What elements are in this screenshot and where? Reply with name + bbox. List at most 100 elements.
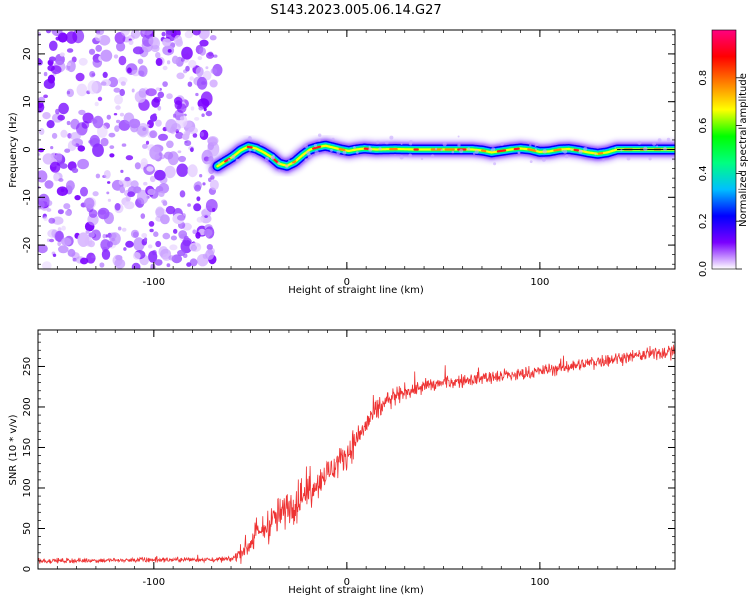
noise-blob [38,148,44,152]
noise-blob [188,60,196,68]
noise-blob [200,132,204,137]
ridge-speckle [288,159,290,161]
noise-blob [49,56,56,61]
noise-blob [78,110,85,115]
noise-blob [129,40,134,45]
noise-blob [91,255,95,258]
noise-blob [61,226,66,231]
noise-blob [38,194,50,208]
ridge-speckle [535,148,537,150]
noise-blob [109,153,114,157]
ridge-speckle [667,138,670,141]
ridge-speckle [369,146,371,148]
noise-blob [204,229,213,237]
noise-blob [162,81,168,87]
noise-blob [67,121,71,125]
ridge-speckle [614,147,616,149]
noise-blob [101,81,107,85]
ridge-speckle [285,165,288,168]
noise-blob [96,174,100,179]
noise-blob [125,241,134,248]
figure-title: S143.2023.005.06.14.G27 [270,3,441,18]
noise-blob [199,47,206,55]
ridge-speckle [228,159,231,162]
noise-blob [57,241,61,246]
colorbar-tick-label: 0.4 [698,165,709,181]
noise-blob [55,109,59,115]
noise-blob [141,158,148,167]
ridge-speckle [314,144,317,147]
noise-blob [67,91,70,95]
noise-blob [95,45,102,52]
noise-blob [166,141,174,149]
noise-blob [63,203,70,209]
noise-blob [162,38,171,46]
noise-blob [65,210,71,216]
noise-blob [178,156,186,162]
noise-blob [177,215,185,221]
noise-blob [141,213,146,219]
ridge-speckle [401,143,403,145]
ridge-speckle [278,170,280,172]
noise-blob [172,56,179,64]
noise-blob [132,89,135,93]
noise-blob [57,115,65,121]
noise-blob [48,75,55,84]
noise-blob [182,134,189,140]
noise-blob [48,218,55,224]
y-tick-label: 150 [22,438,33,457]
ridge-speckle [529,144,531,146]
noise-blob [123,247,126,251]
noise-blob [126,155,133,160]
ridge-speckle [535,143,538,146]
noise-blob [124,201,134,209]
noise-blob [155,241,161,247]
noise-blob [210,80,218,88]
ridge-speckle [379,147,382,150]
noise-blob [206,111,213,116]
ridge-speckle [431,154,434,157]
noise-blob [50,162,60,173]
noise-blob [52,133,57,139]
noise-blob [93,191,99,196]
noise-blob [189,76,194,80]
noise-blob [37,32,42,36]
noise-blob [122,143,127,146]
noise-blob [211,68,218,74]
noise-blob [174,35,182,46]
noise-blob [120,170,123,173]
noise-blob [131,230,139,238]
ridge-speckle [443,142,447,146]
colorbar-label: Normalized spectral amplitude [738,73,749,227]
noise-blob [198,106,203,110]
noise-blob [187,203,191,207]
y-tick-label: -10 [22,189,33,205]
ridge-speckle [303,155,305,157]
ridge-speckle [435,148,437,150]
noise-blob [127,67,132,73]
ridge-hotspot [554,149,560,150]
noise-blob [143,182,147,186]
ridge-speckle [656,145,658,147]
noise-blob [158,134,168,141]
noise-blob [109,145,114,149]
noise-blob [67,62,71,66]
noise-blob [108,199,111,202]
noise-blob [192,229,196,234]
noise-blob [42,112,50,119]
noise-blob [169,244,177,250]
x-tick-label: 100 [530,277,549,288]
ridge-speckle [527,141,529,143]
noise-blob [167,60,170,64]
noise-blob [53,254,56,257]
noise-blob [60,52,65,56]
noise-blob [129,119,140,129]
noise-blob [202,182,205,185]
noise-blob [148,244,153,248]
noise-blob [150,114,157,122]
noise-blob [119,89,125,96]
y-tick-label: -20 [22,237,33,253]
